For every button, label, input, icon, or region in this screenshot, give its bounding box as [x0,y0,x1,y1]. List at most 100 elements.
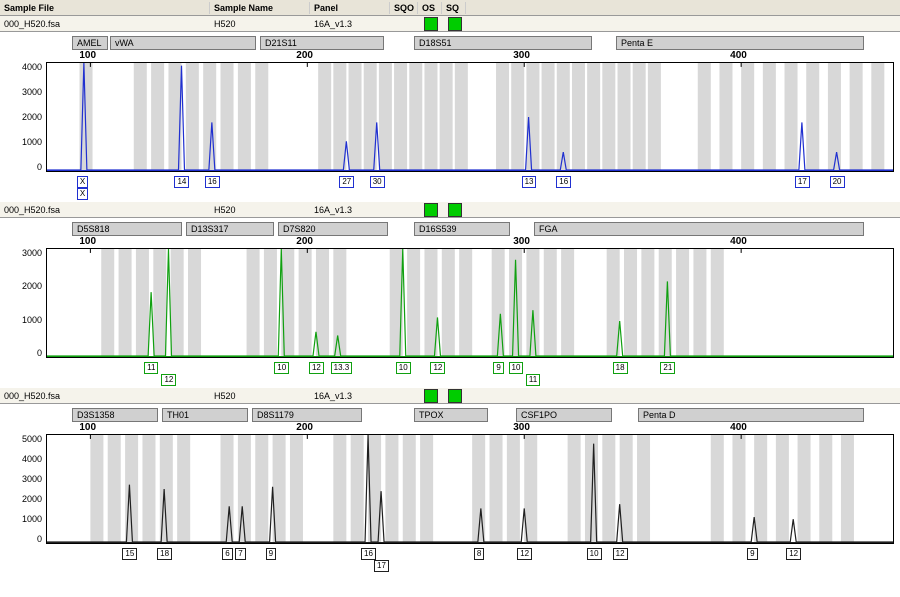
x-axis: 100200300400 [46,422,894,434]
sample-name: H520 [210,205,310,215]
y-tick-label: 2000 [22,112,42,122]
sample-info-row: 000_H520.fsa H520 16A_v1.3 [0,16,900,32]
y-tick-label: 1000 [22,315,42,325]
allele-call[interactable]: 21 [660,362,675,374]
locus-label[interactable]: D8S1179 [252,408,362,422]
locus-label[interactable]: vWA [110,36,256,50]
allele-call[interactable]: 12 [517,548,532,560]
allele-call[interactable]: 17 [795,176,810,188]
allele-call[interactable]: 10 [396,362,411,374]
y-tick-label: 5000 [22,434,42,444]
y-axis: 3000200010000 [6,248,46,358]
header-sample-name: Sample Name [210,2,310,14]
header-os: OS [418,2,442,14]
x-tick-label: 300 [513,236,530,247]
locus-label[interactable]: Penta E [616,36,864,50]
allele-call[interactable]: 17 [374,560,389,572]
locus-label[interactable]: D7S820 [278,222,388,236]
allele-call[interactable]: 27 [339,176,354,188]
plot-area[interactable] [46,248,894,358]
allele-call[interactable]: 18 [157,548,172,560]
x-tick-label: 300 [513,422,530,433]
y-tick-label: 2000 [22,281,42,291]
allele-call[interactable]: 7 [235,548,245,560]
electropherogram-chart[interactable]: 500040003000200010000 [0,434,900,548]
allele-call[interactable]: X [77,176,88,188]
y-axis: 500040003000200010000 [6,434,46,544]
status-sq-icon [448,17,462,31]
table-header: Sample File Sample Name Panel SQO OS SQ [0,0,900,16]
y-tick-label: 3000 [22,474,42,484]
y-tick-label: 3000 [22,87,42,97]
locus-label[interactable]: D18S51 [414,36,592,50]
allele-labels: XX 14 16 27 30 13 16 17 20 [46,176,894,202]
allele-call[interactable]: 15 [122,548,137,560]
allele-call[interactable]: 16 [205,176,220,188]
allele-call[interactable]: 12 [161,374,176,386]
electropherogram-chart[interactable]: 40003000200010000 [0,62,900,176]
allele-call[interactable]: 20 [830,176,845,188]
allele-call[interactable]: 8 [474,548,484,560]
allele-call[interactable]: 16 [556,176,571,188]
allele-call[interactable]: 14 [174,176,189,188]
sample-name: H520 [210,391,310,401]
allele-call[interactable]: 6 [222,548,232,560]
header-sample-file: Sample File [0,2,210,14]
electropherogram-chart[interactable]: 3000200010000 [0,248,900,362]
allele-labels: 1112101213.31012910111821 [46,362,894,388]
locus-label[interactable]: TPOX [414,408,488,422]
x-tick-label: 200 [296,236,313,247]
allele-call[interactable]: 9 [266,548,276,560]
x-tick-label: 100 [79,422,96,433]
allele-call[interactable]: 10 [509,362,524,374]
status-os-icon [424,17,438,31]
plot-area[interactable] [46,434,894,544]
locus-label[interactable]: D5S818 [72,222,182,236]
y-tick-label: 4000 [22,454,42,464]
locus-label[interactable]: D16S539 [414,222,510,236]
locus-bar: D3S1358 TH01 D8S1179 TPOX CSF1PO Penta D [0,404,900,422]
locus-label[interactable]: D13S317 [186,222,274,236]
locus-label[interactable]: FGA [534,222,864,236]
status-os-icon [424,389,438,403]
x-tick-label: 100 [79,236,96,247]
allele-call[interactable]: 13 [522,176,537,188]
sample-file: 000_H520.fsa [0,205,210,215]
allele-call[interactable]: 10 [587,548,602,560]
locus-label[interactable]: Penta D [638,408,864,422]
y-tick-label: 3000 [22,248,42,258]
locus-label[interactable]: AMEL [72,36,108,50]
x-tick-label: 400 [730,236,747,247]
allele-call[interactable]: 13.3 [331,362,353,374]
locus-label[interactable]: D3S1358 [72,408,158,422]
locus-label[interactable]: D21S11 [260,36,384,50]
sample-info-row: 000_H520.fsa H520 16A_v1.3 [0,388,900,404]
header-panel: Panel [310,2,390,14]
allele-call[interactable]: 12 [309,362,324,374]
plot-area[interactable] [46,62,894,172]
allele-call[interactable]: 11 [526,374,540,386]
sample-name: H520 [210,19,310,29]
locus-label[interactable]: CSF1PO [516,408,612,422]
allele-call[interactable]: 9 [493,362,503,374]
allele-call[interactable]: 18 [613,362,628,374]
allele-call[interactable]: 16 [361,548,376,560]
header-sqo: SQO [390,2,418,14]
locus-bar: AMELvWA D21S11 D18S51 Penta E [0,32,900,50]
allele-call[interactable]: 11 [144,362,158,374]
sample-file: 000_H520.fsa [0,391,210,401]
status-os-icon [424,203,438,217]
status-sq-icon [448,389,462,403]
x-tick-label: 400 [730,50,747,61]
y-tick-label: 0 [37,162,42,172]
allele-call[interactable]: 9 [747,548,757,560]
allele-call[interactable]: 12 [786,548,801,560]
allele-call[interactable]: 10 [274,362,289,374]
x-axis: 100200300400 [46,50,894,62]
y-tick-label: 2000 [22,494,42,504]
allele-call[interactable]: 12 [430,362,445,374]
allele-call[interactable]: 12 [613,548,628,560]
allele-call[interactable]: 30 [370,176,385,188]
allele-call[interactable]: X [77,188,88,200]
locus-label[interactable]: TH01 [162,408,248,422]
